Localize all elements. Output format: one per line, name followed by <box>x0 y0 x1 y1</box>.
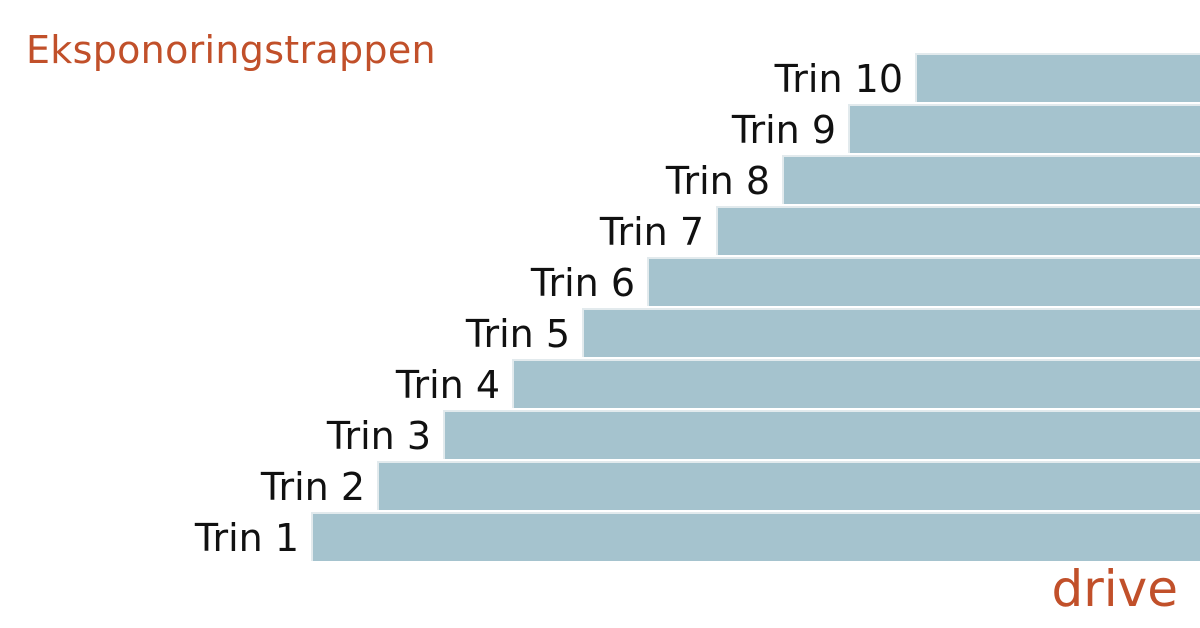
step-bar-10 <box>915 53 1200 102</box>
step-label-3: Trin 3 <box>326 414 431 458</box>
step-label-5: Trin 5 <box>465 312 570 356</box>
step-label-9: Trin 9 <box>731 108 836 152</box>
step-label-2: Trin 2 <box>260 465 365 509</box>
step-label-10: Trin 10 <box>774 57 903 101</box>
step-bar-6 <box>647 257 1200 306</box>
step-bar-7 <box>716 206 1200 255</box>
step-bar-3 <box>443 410 1200 459</box>
step-bar-5 <box>582 308 1200 357</box>
step-label-1: Trin 1 <box>194 516 299 560</box>
step-label-8: Trin 8 <box>665 159 770 203</box>
step-label-6: Trin 6 <box>530 261 635 305</box>
step-bar-2 <box>377 461 1200 510</box>
drive-logo: drive <box>1051 560 1178 618</box>
step-bar-1 <box>311 512 1200 561</box>
step-bar-9 <box>848 104 1200 153</box>
step-label-4: Trin 4 <box>395 363 500 407</box>
step-bar-4 <box>512 359 1200 408</box>
page-title: Eksponoringstrappen <box>26 28 436 72</box>
step-bar-8 <box>782 155 1200 204</box>
step-label-7: Trin 7 <box>599 210 704 254</box>
